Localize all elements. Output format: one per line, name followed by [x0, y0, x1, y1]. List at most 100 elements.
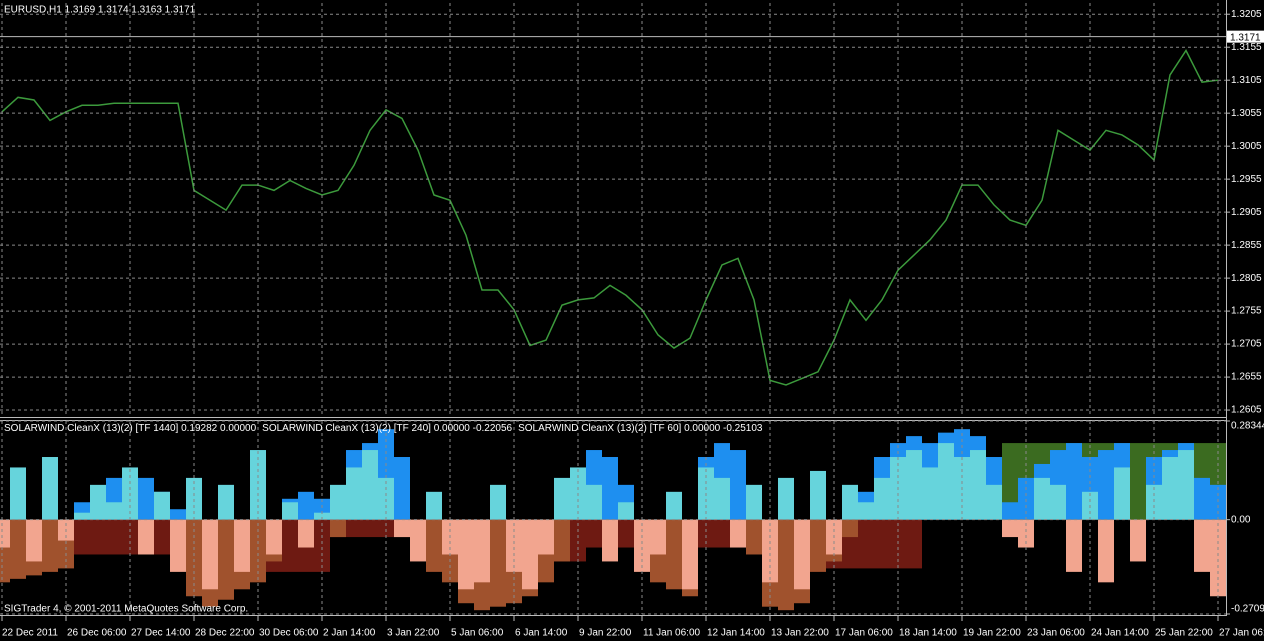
x-tick-label: 5 Jan 06:00 — [451, 628, 504, 639]
x-tick-label: 2 Jan 14:00 — [323, 628, 376, 639]
histogram-bar — [810, 519, 826, 572]
histogram-bar — [42, 519, 58, 572]
x-tick-label: 9 Jan 22:00 — [579, 628, 632, 639]
histogram-bar — [346, 519, 362, 538]
histogram-bar — [858, 502, 874, 520]
legend-entry: SOLARWIND CleanX (13)(2) [TF 60] 0.00000… — [518, 423, 763, 434]
x-tick-label: 6 Jan 14:00 — [515, 628, 568, 639]
y-tick-label: 0.00 — [1231, 514, 1251, 525]
histogram-bar — [506, 519, 522, 572]
x-tick-label: 24 Jan 14:00 — [1091, 628, 1149, 639]
x-tick-label: 27 Dec 14:00 — [131, 628, 191, 639]
histogram-bar — [250, 450, 266, 520]
y-tick-label: 1.2755 — [1231, 306, 1262, 317]
histogram-bar — [1194, 477, 1210, 520]
y-tick-label: 1.2955 — [1231, 174, 1262, 185]
histogram-bar — [314, 512, 330, 520]
histogram-bar — [922, 467, 938, 520]
histogram-bar — [602, 519, 618, 562]
histogram-bar — [1034, 477, 1050, 520]
y-tick-label: 1.2655 — [1231, 372, 1262, 383]
histogram-bar — [298, 519, 314, 548]
histogram-bar — [858, 519, 874, 569]
histogram-bar — [170, 519, 186, 572]
histogram-bar — [282, 519, 298, 572]
histogram-bar — [458, 519, 474, 590]
histogram-bar — [874, 477, 890, 520]
x-tick-label: 22 Dec 2011 — [2, 628, 58, 639]
histogram-bar — [1114, 467, 1130, 520]
copyright: SIGTrader 4, © 2001-2011 MetaQuotes Soft… — [4, 604, 248, 615]
indicator-legend: SOLARWIND CleanX (13)(2) [TF 1440] 0.192… — [4, 423, 763, 434]
y-tick-label: -0.27098 — [1231, 604, 1264, 615]
histogram-bar — [1002, 443, 1018, 520]
histogram-bar — [730, 450, 746, 520]
histogram-bar — [1018, 477, 1034, 520]
histogram-bar — [1050, 484, 1066, 520]
histogram-bar — [730, 519, 746, 548]
histogram-bar — [714, 519, 730, 548]
histogram-bar — [554, 519, 570, 562]
histogram-bar — [490, 519, 506, 607]
y-tick-label: 1.2855 — [1231, 240, 1262, 251]
histogram-bar — [746, 484, 762, 520]
y-tick-label: 1.3205 — [1231, 9, 1262, 20]
histogram-bar — [538, 519, 554, 555]
histogram-bar — [362, 450, 378, 520]
histogram-bar — [874, 519, 890, 569]
histogram-bar — [394, 519, 410, 538]
histogram-bar — [794, 519, 810, 590]
histogram-bar — [1002, 502, 1018, 520]
histogram-bar — [154, 491, 170, 520]
histogram-bar — [666, 519, 682, 590]
y-tick-label: 1.2605 — [1231, 405, 1262, 416]
histogram-bar — [906, 519, 922, 569]
histogram-bar — [218, 484, 234, 520]
histogram-bar — [378, 477, 394, 520]
legend-entry: SOLARWIND CleanX (13)(2) [TF 240] 0.0000… — [262, 423, 512, 434]
histogram-bar — [218, 519, 234, 600]
y-tick-label: 1.3155 — [1231, 42, 1262, 53]
x-tick-label: 19 Jan 22:00 — [963, 628, 1021, 639]
histogram-bar — [362, 519, 378, 538]
histogram-bar — [522, 519, 538, 590]
histogram-bar — [1130, 519, 1146, 562]
histogram-bar — [426, 519, 442, 572]
y-tick-label: 1.2805 — [1231, 273, 1262, 284]
x-tick-label: 25 Jan 22:00 — [1155, 628, 1213, 639]
histogram-bar — [1210, 519, 1226, 597]
histogram-bar — [650, 519, 666, 555]
histogram-bar — [394, 457, 410, 520]
x-tick-label: 18 Jan 14:00 — [899, 628, 957, 639]
histogram-bar — [266, 519, 282, 555]
histogram-bar — [1002, 519, 1018, 538]
histogram-bar — [810, 470, 826, 520]
x-tick-label: 23 Jan 06:00 — [1027, 628, 1085, 639]
histogram-bar — [186, 519, 202, 597]
histogram-bar — [698, 519, 714, 548]
x-tick-label: 11 Jan 06:00 — [643, 628, 701, 639]
x-tick-label: 13 Jan 22:00 — [771, 628, 829, 639]
histogram-bar — [842, 484, 858, 520]
x-tick-label: 30 Dec 06:00 — [259, 628, 319, 639]
histogram-bar — [666, 491, 682, 520]
histogram-bar — [970, 450, 986, 520]
histogram-bar — [778, 519, 794, 611]
histogram-bar — [138, 519, 154, 555]
histogram-bar — [90, 484, 106, 520]
histogram-bar — [202, 519, 218, 590]
last-price-label: 1.3171 — [1230, 32, 1261, 43]
histogram-bar — [474, 519, 490, 583]
histogram-bar — [1098, 519, 1114, 583]
histogram-bar — [586, 519, 602, 548]
histogram-bar — [378, 519, 394, 538]
histogram-bar — [106, 502, 122, 520]
histogram-bar — [186, 477, 202, 520]
histogram-bar — [842, 519, 858, 538]
x-tick-label: 12 Jan 14:00 — [707, 628, 765, 639]
histogram-bar — [618, 502, 634, 520]
histogram-bar — [1194, 519, 1210, 572]
x-tick-label: 17 Jan 06:00 — [835, 628, 893, 639]
histogram-bar — [682, 519, 698, 590]
